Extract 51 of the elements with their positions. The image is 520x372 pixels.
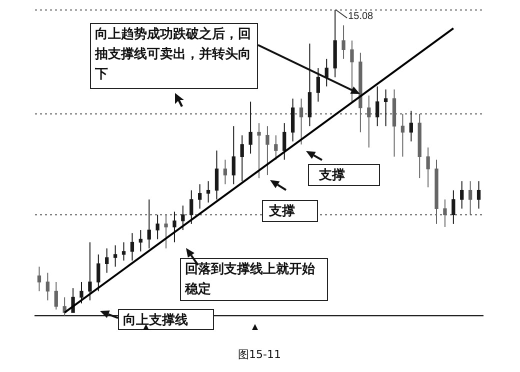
candlestick (130, 232, 134, 262)
candlestick (206, 180, 210, 204)
candlestick (105, 248, 109, 274)
candlestick (384, 88, 388, 127)
candlestick (181, 205, 185, 231)
annotation: 15.08 (348, 10, 374, 22)
candlestick (248, 101, 252, 154)
candlestick (80, 281, 84, 304)
candlestick (409, 110, 413, 142)
candlestick (266, 126, 270, 176)
candlestick (468, 180, 472, 216)
candlestick (257, 122, 261, 179)
candlestick (190, 190, 194, 224)
candlestick (400, 113, 405, 158)
candlestick (122, 242, 126, 262)
candlestick (54, 281, 58, 310)
candlestick (452, 190, 456, 224)
candlestick (37, 266, 42, 292)
candlestick (376, 86, 380, 127)
candlestick (324, 58, 328, 87)
candlestick (147, 198, 151, 249)
callout-box: 支撑 (308, 164, 380, 186)
candlestick (96, 254, 100, 292)
callout-box: 支撑 (262, 200, 318, 222)
candlestick (350, 40, 354, 102)
candlestick (172, 211, 176, 243)
candlestick (223, 159, 228, 185)
candlestick (46, 272, 50, 301)
callout-box: 向上趋势成功跌破之后，回抽支撑线可卖出，并转头向下 (90, 23, 258, 89)
candlestick (88, 242, 92, 301)
candlestick (316, 68, 320, 102)
candlestick (274, 134, 278, 160)
candlestick (367, 95, 371, 148)
callout-box: 回落到支撑线上就开始稳定 (180, 258, 328, 301)
candlestick (240, 134, 244, 182)
candlestick (156, 214, 160, 240)
candlestick (299, 98, 304, 145)
candlestick (443, 198, 447, 228)
candlestick (214, 150, 219, 200)
candlestick (342, 24, 346, 60)
candlestick (198, 184, 202, 210)
candlestick (232, 126, 236, 185)
candlestick (164, 214, 168, 249)
caption: 图15-11 (238, 347, 281, 362)
candlestick (426, 147, 430, 188)
callout-box: 向上支撑线 (118, 309, 214, 330)
candlestick (282, 122, 286, 160)
candlestick (460, 180, 464, 210)
candlestick (476, 180, 481, 210)
candlestick (113, 244, 118, 268)
candlestick (138, 230, 142, 252)
